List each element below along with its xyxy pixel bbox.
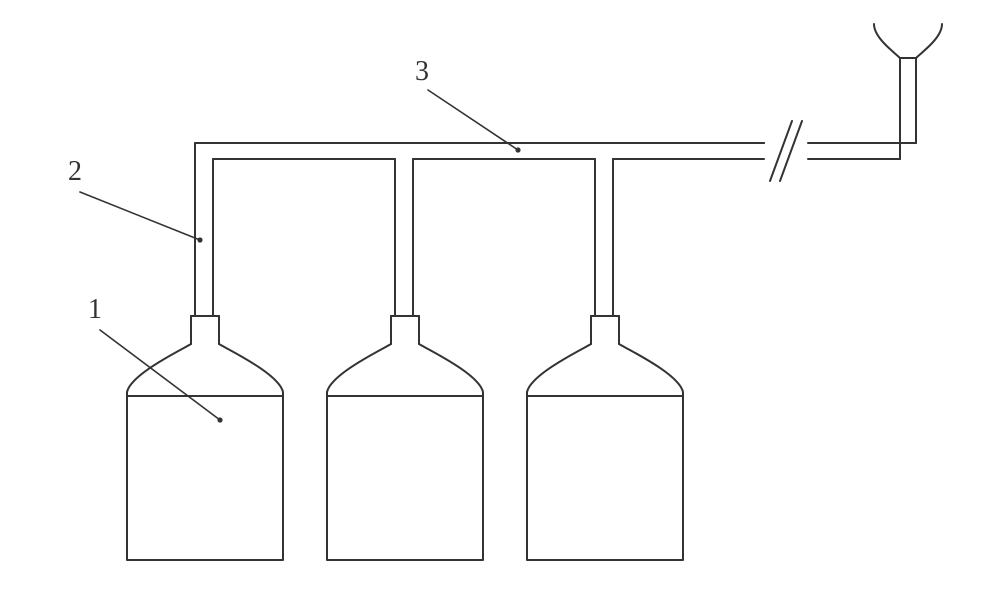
callout-label: 1 bbox=[88, 294, 102, 325]
callout-label: 3 bbox=[415, 56, 429, 87]
callout-label: 2 bbox=[68, 156, 82, 187]
piping-schematic: 1 2 3 bbox=[0, 0, 1000, 606]
